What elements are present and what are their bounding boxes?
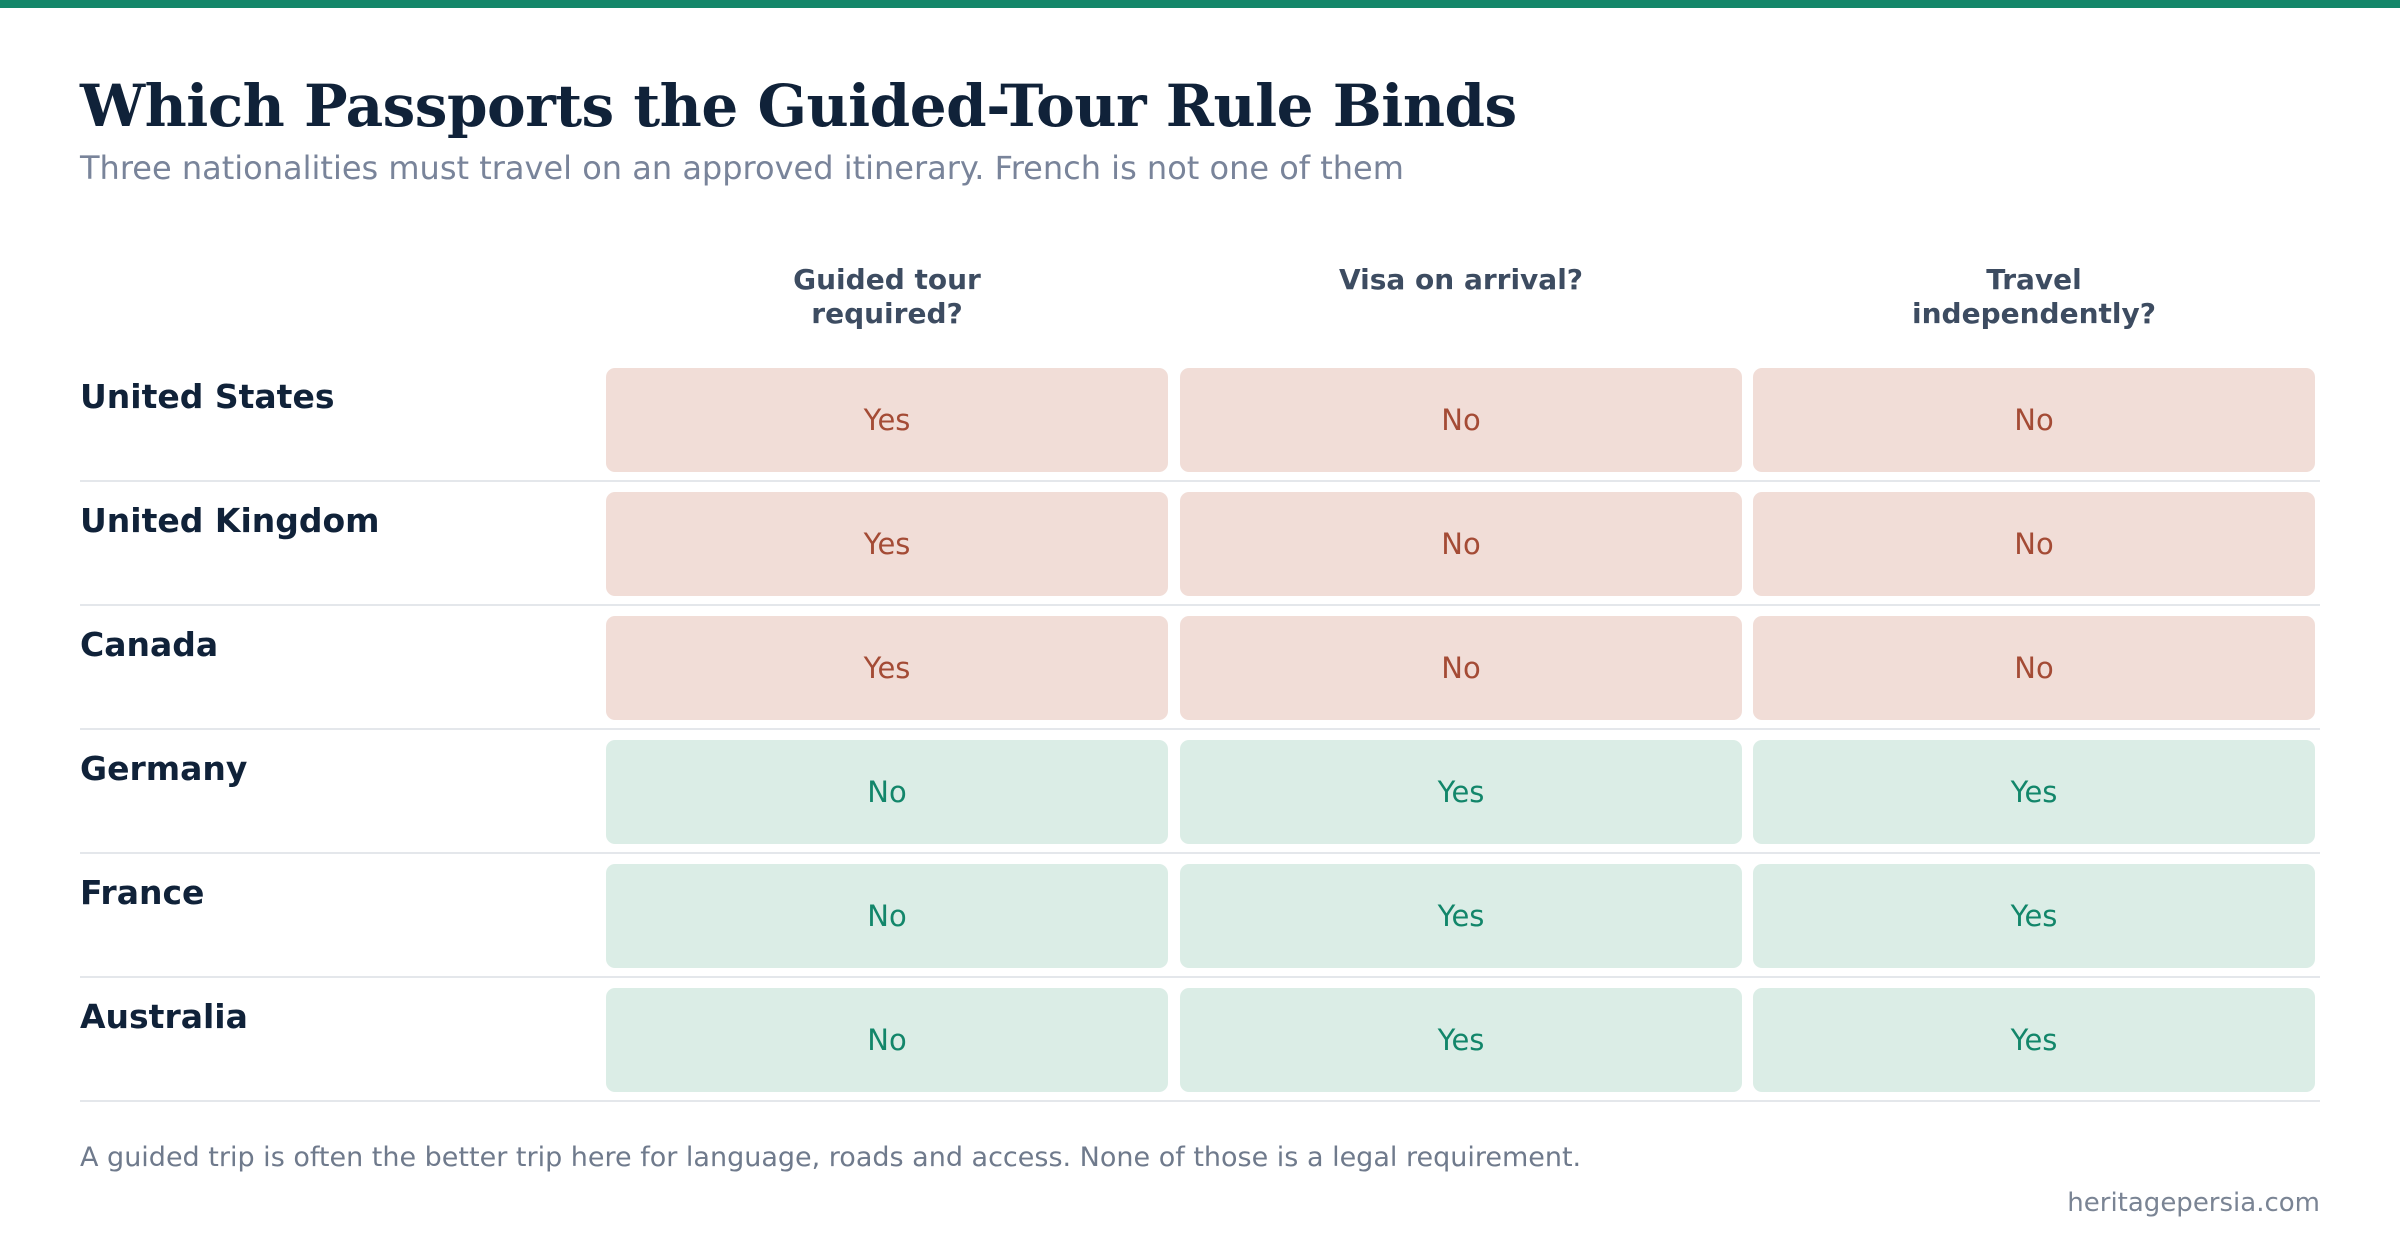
table-row-australia: Australia No Yes Yes <box>80 988 2320 1112</box>
country-label: Canada <box>80 625 219 664</box>
cell-travel-independently: No <box>1753 492 2315 596</box>
column-header-label: Guided tour required? <box>793 263 981 330</box>
row-divider <box>80 728 2320 730</box>
country-label: Germany <box>80 749 248 788</box>
cell-visa-on-arrival: Yes <box>1180 740 1742 844</box>
column-header-label: Travel independently? <box>1912 263 2156 330</box>
row-divider <box>80 1100 2320 1102</box>
cell-guided-tour: No <box>606 740 1168 844</box>
column-header-guided-tour: Guided tour required? <box>607 263 1167 331</box>
cell-visa-on-arrival: Yes <box>1180 864 1742 968</box>
cell-visa-on-arrival: No <box>1180 368 1742 472</box>
table-row-canada: Canada Yes No No <box>80 616 2320 740</box>
cell-travel-independently: Yes <box>1753 864 2315 968</box>
cell-guided-tour: Yes <box>606 492 1168 596</box>
cell-guided-tour: Yes <box>606 616 1168 720</box>
page-title: Which Passports the Guided-Tour Rule Bin… <box>80 72 1517 140</box>
table-row-united-kingdom: United Kingdom Yes No No <box>80 492 2320 616</box>
country-label: France <box>80 873 205 912</box>
cell-guided-tour: No <box>606 988 1168 1092</box>
country-label: Australia <box>80 997 248 1036</box>
cell-visa-on-arrival: Yes <box>1180 988 1742 1092</box>
cell-travel-independently: No <box>1753 616 2315 720</box>
country-label: United Kingdom <box>80 501 380 540</box>
cell-travel-independently: Yes <box>1753 988 2315 1092</box>
source-credit: heritagepersia.com <box>2067 1188 2320 1218</box>
cell-guided-tour: No <box>606 864 1168 968</box>
table-row-germany: Germany No Yes Yes <box>80 740 2320 864</box>
column-header-travel-independently: Travel independently? <box>1754 263 2314 331</box>
cell-travel-independently: Yes <box>1753 740 2315 844</box>
footnote: A guided trip is often the better trip h… <box>80 1142 1582 1173</box>
cell-visa-on-arrival: No <box>1180 492 1742 596</box>
row-divider <box>80 604 2320 606</box>
cell-guided-tour: Yes <box>606 368 1168 472</box>
row-divider <box>80 976 2320 978</box>
column-header-visa-on-arrival: Visa on arrival? <box>1181 263 1741 297</box>
country-label: United States <box>80 377 335 416</box>
table-row-united-states: United States Yes No No <box>80 368 2320 492</box>
row-divider <box>80 480 2320 482</box>
accent-top-bar <box>0 0 2400 8</box>
cell-travel-independently: No <box>1753 368 2315 472</box>
row-divider <box>80 852 2320 854</box>
cell-visa-on-arrival: No <box>1180 616 1742 720</box>
page-subtitle: Three nationalities must travel on an ap… <box>80 149 1404 187</box>
column-header-label: Visa on arrival? <box>1338 263 1584 296</box>
table-row-france: France No Yes Yes <box>80 864 2320 988</box>
